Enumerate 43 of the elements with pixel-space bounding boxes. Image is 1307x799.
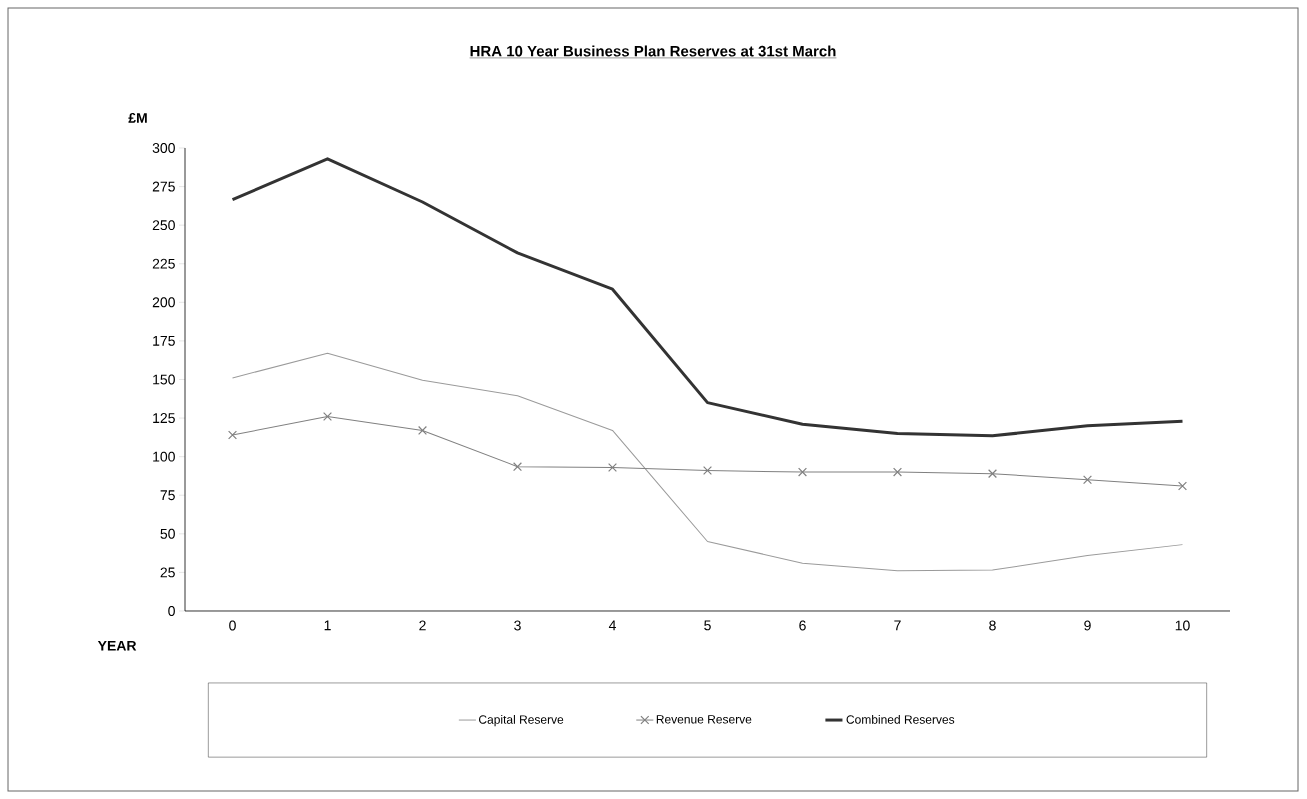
point bbox=[798, 467, 807, 477]
x-tick-label: 10 bbox=[1175, 620, 1190, 631]
legend-label: Combined Reserves bbox=[846, 714, 955, 724]
x-tick-label: 6 bbox=[799, 620, 806, 631]
x-tick-label: 9 bbox=[1084, 620, 1091, 631]
point bbox=[513, 462, 522, 472]
y-tick-label: 150 bbox=[153, 374, 175, 385]
chart-title: HRA 10 Year Business Plan Reserves at 31st March bbox=[470, 45, 836, 57]
y-tick-label: 225 bbox=[152, 258, 175, 269]
line-series bbox=[232, 352, 1183, 572]
point bbox=[1083, 475, 1092, 485]
x-tick-label: 0 bbox=[229, 620, 236, 631]
point bbox=[228, 430, 237, 440]
y-tick-label: 75 bbox=[160, 490, 175, 501]
x-tick-label: 7 bbox=[894, 620, 901, 631]
y-tick-label: 300 bbox=[152, 143, 175, 153]
y-axis-title: £M bbox=[128, 113, 147, 123]
y-tick-label: 0 bbox=[168, 606, 175, 616]
legend-label: Revenue Reserve bbox=[656, 715, 752, 724]
y-tick-label: 125 bbox=[153, 413, 175, 424]
x-tick-label: 4 bbox=[608, 620, 616, 631]
point bbox=[893, 467, 902, 477]
line-series bbox=[231, 157, 1184, 438]
point bbox=[323, 412, 332, 422]
point bbox=[1178, 481, 1187, 491]
x-tick-label: 5 bbox=[704, 620, 711, 631]
y-tick-label: 250 bbox=[152, 220, 175, 231]
point bbox=[418, 425, 427, 435]
point bbox=[608, 462, 617, 472]
point bbox=[988, 469, 997, 479]
x-axis-title: YEAR bbox=[97, 640, 137, 651]
y-tick-label: 25 bbox=[160, 567, 175, 578]
y-tick-label: 50 bbox=[160, 528, 175, 539]
legend-label: Capital Reserve bbox=[479, 714, 564, 727]
point bbox=[703, 466, 712, 476]
x-tick-label: 3 bbox=[514, 620, 521, 631]
x-tick-label: 8 bbox=[989, 620, 996, 631]
x-tick-label: 1 bbox=[324, 620, 331, 631]
y-tick-label: 275 bbox=[152, 181, 175, 192]
y-tick-label: 175 bbox=[153, 336, 175, 346]
x-tick-label: 2 bbox=[419, 620, 426, 631]
y-tick-label: 100 bbox=[153, 451, 175, 462]
y-tick-label: 200 bbox=[152, 297, 175, 308]
